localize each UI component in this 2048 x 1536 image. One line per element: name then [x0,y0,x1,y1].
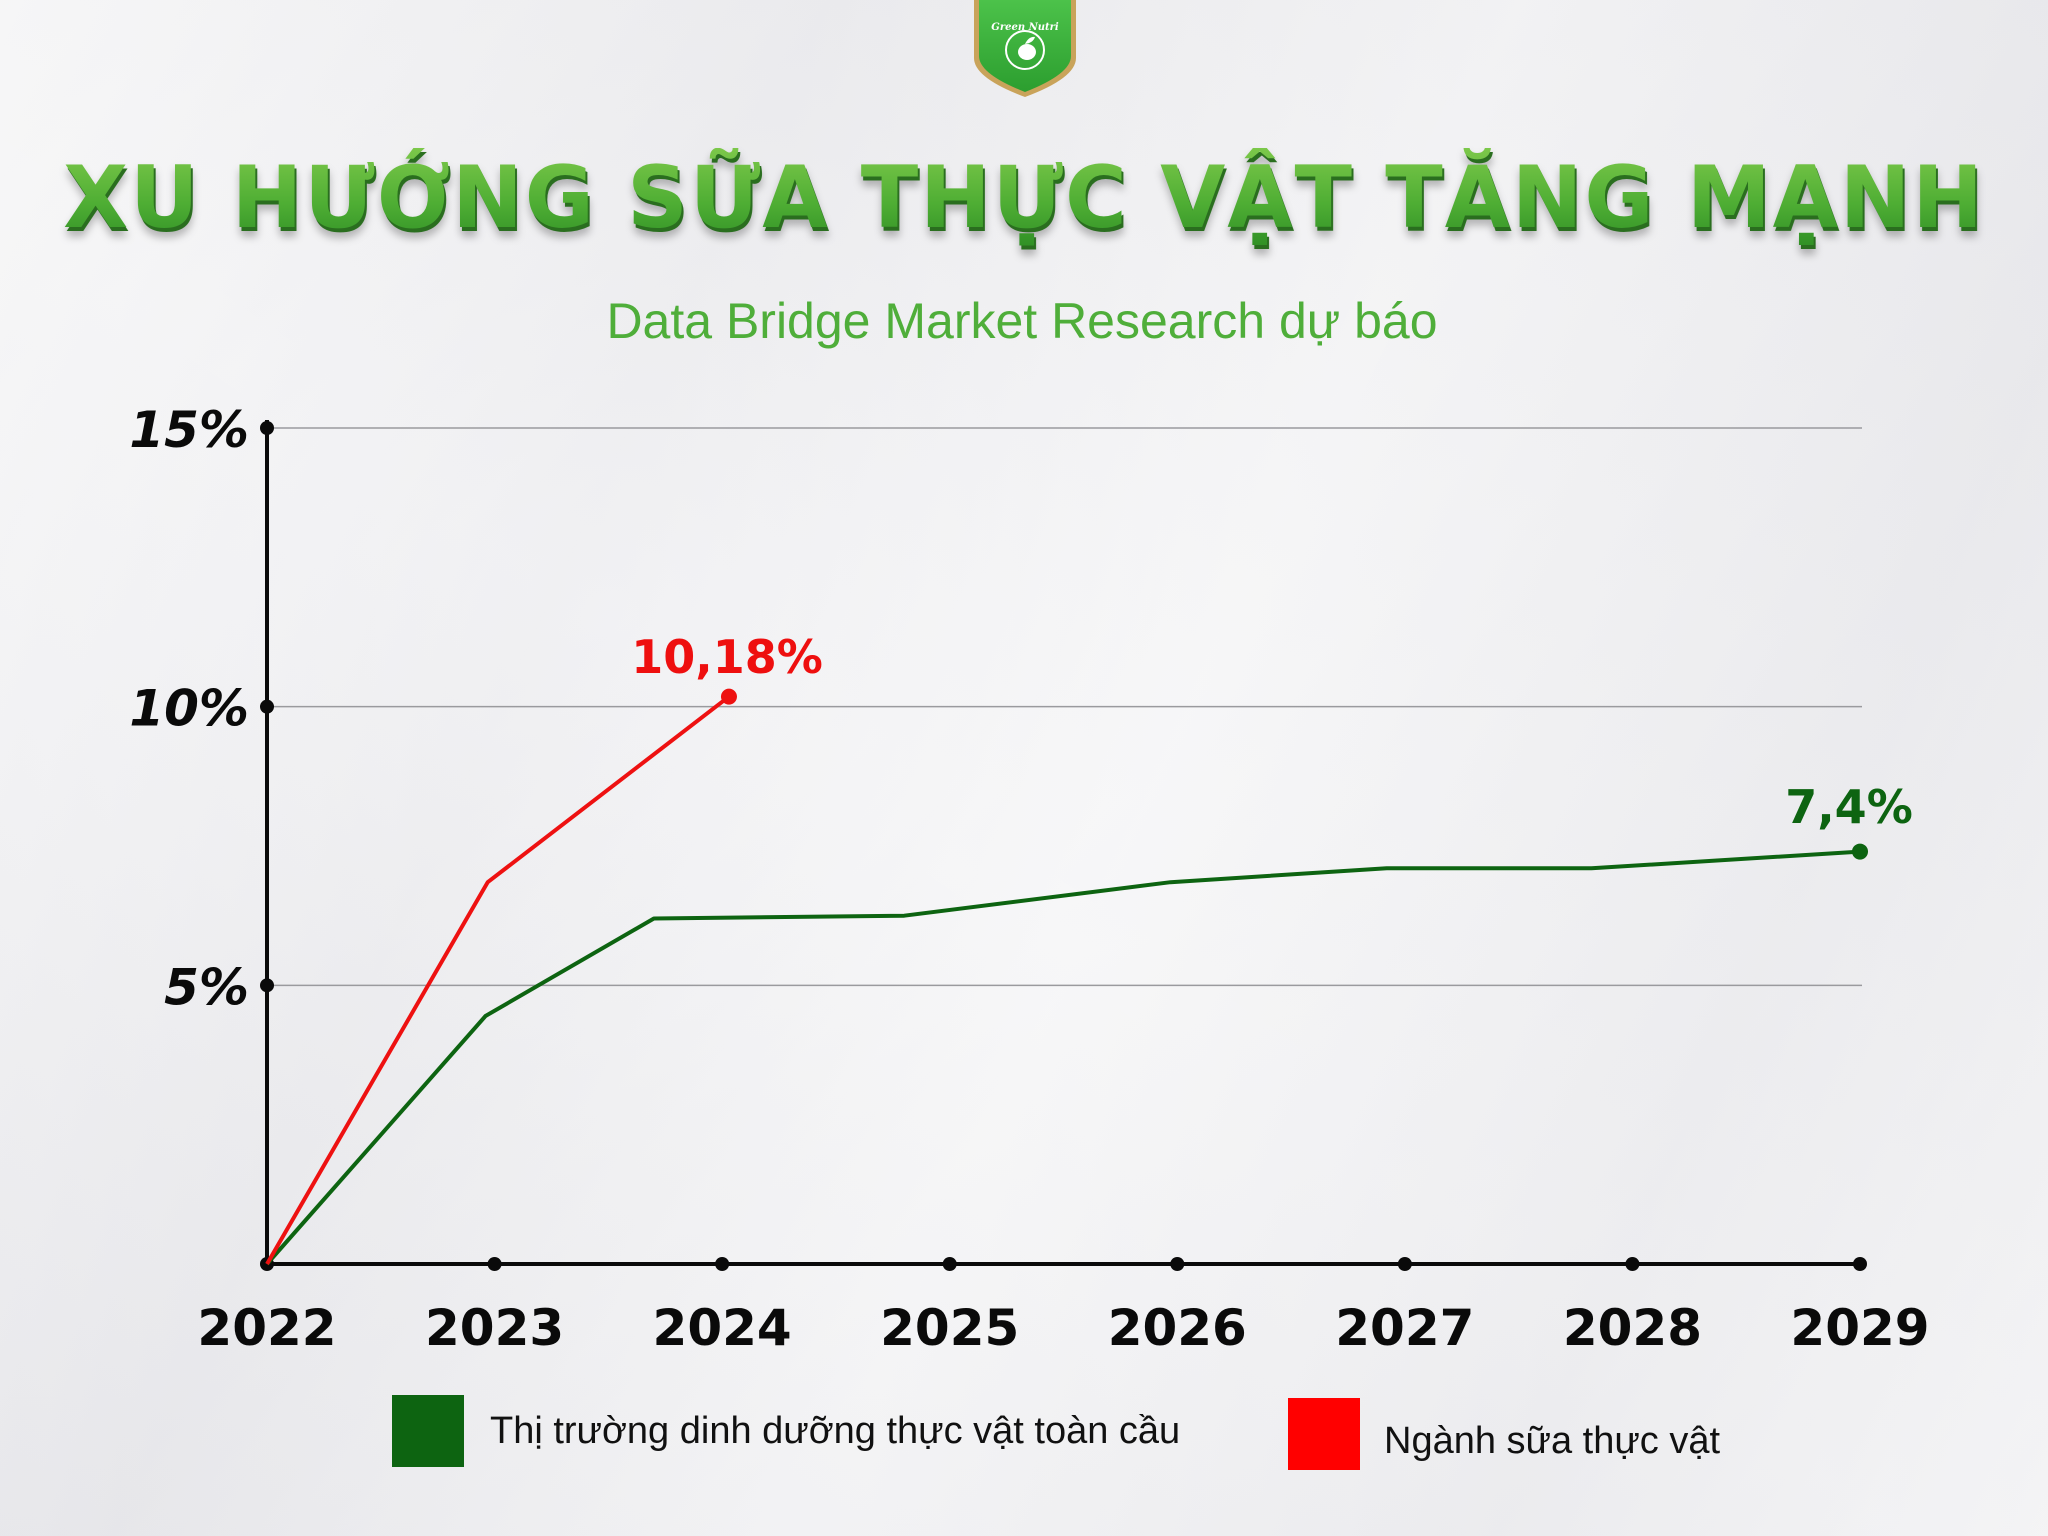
x-tick-dot [1853,1257,1867,1271]
y-tick-label: 5% [164,958,249,1016]
x-tick-dot [1397,1257,1412,1271]
x-tick-label: 2028 [1563,1299,1702,1357]
red-end-value-label: 10,18% [631,630,823,684]
axes [265,420,1862,1266]
logo-text: Green Nutri [991,22,1059,33]
series-end-marker [1852,843,1868,860]
x-tick-dot [715,1257,730,1271]
x-tick-dot [1170,1257,1185,1271]
green-end-value-label: 7,4% [1785,780,1913,834]
page-subtitle: Data Bridge Market Research dự báo [606,293,1438,349]
y-axis-ticks: 15% 10% 5% [129,401,274,1016]
y-tick-label: 15% [129,401,249,459]
legend-label: Ngành sữa thực vật [1384,1419,1721,1462]
x-tick-label: 2023 [425,1299,564,1357]
page-title: XU HƯỚNG SỮA THỰC VẬT TĂNG MẠNH [20,148,2027,248]
y-tick-label: 10% [129,680,249,738]
x-tick-label: 2026 [1108,1299,1247,1357]
x-tick-dot [942,1257,957,1271]
x-tick-label: 2029 [1790,1299,1929,1357]
legend-swatch-green [392,1395,464,1467]
series-line-plant-milk [265,695,731,1266]
series-lines [265,688,1868,1266]
x-tick-dot [487,1257,502,1271]
legend-label: Thị trường dinh dưỡng thực vật toàn cầu [490,1409,1181,1452]
green-nutri-logo: Green Nutri [974,0,1076,97]
x-tick-label: 2027 [1335,1299,1474,1357]
gridlines [267,427,1862,987]
x-axis-ticks: 2022 2023 2024 2025 2026 2027 2028 2029 [197,1257,1930,1357]
x-tick-label: 2024 [653,1299,792,1357]
legend-item-global-plant-nutrition: Thị trường dinh dưỡng thực vật toàn cầu [392,1395,1180,1467]
x-tick-dot [1625,1257,1640,1271]
series-end-marker [720,688,737,705]
x-tick-label: 2022 [197,1299,336,1357]
y-tick-dot [260,978,274,993]
y-tick-dot [260,699,274,714]
legend-item-plant-milk-industry: Ngành sữa thực vật [1288,1398,1720,1470]
y-tick-dot [260,421,274,435]
legend-swatch-red [1288,1398,1360,1470]
series-line-global-plant-nutrition [265,849,1861,1266]
x-tick-label: 2025 [880,1299,1019,1357]
